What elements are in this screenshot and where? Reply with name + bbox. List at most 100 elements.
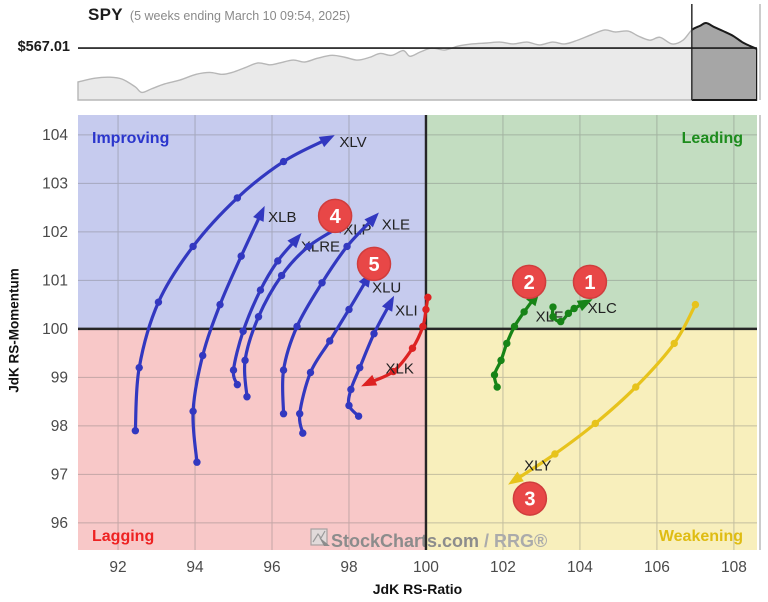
trail-XLRE[interactable]: XLRE bbox=[229, 232, 340, 389]
trail-point-XLY[interactable] bbox=[551, 450, 559, 458]
trail-point-XLF[interactable] bbox=[510, 322, 519, 331]
trail-point-XLV[interactable] bbox=[154, 298, 163, 306]
trail-point-XLU[interactable] bbox=[299, 429, 307, 437]
trail-point-XLP[interactable] bbox=[254, 313, 263, 321]
trail-point-XLRE[interactable] bbox=[229, 366, 238, 374]
trail-point-XLV[interactable] bbox=[279, 157, 288, 166]
quadrant-label-lagging: Lagging bbox=[92, 528, 154, 545]
annotation-badge-5: 5 bbox=[356, 246, 392, 282]
trail-point-XLB[interactable] bbox=[237, 252, 245, 260]
trail-point-XLF[interactable] bbox=[497, 356, 505, 365]
trail-point-XLC[interactable] bbox=[570, 304, 578, 313]
label-XLY[interactable]: XLY bbox=[524, 457, 551, 474]
trail-XLB[interactable]: XLB bbox=[189, 205, 297, 466]
trail-point-XLC[interactable] bbox=[549, 303, 557, 311]
trail-arrowhead-XLB[interactable] bbox=[253, 205, 265, 222]
x-tick-108: 108 bbox=[721, 559, 747, 576]
trail-point-XLRE[interactable] bbox=[233, 380, 242, 389]
trail-point-XLF[interactable] bbox=[520, 308, 528, 316]
trail-line-XLY[interactable] bbox=[514, 303, 698, 481]
trail-point-XLY[interactable] bbox=[670, 339, 678, 348]
trail-point-XLF[interactable] bbox=[490, 371, 499, 379]
trail-point-XLU[interactable] bbox=[296, 410, 304, 418]
trail-point-XLE[interactable] bbox=[318, 279, 326, 287]
trail-point-XLY[interactable] bbox=[691, 300, 700, 309]
trail-point-XLU[interactable] bbox=[326, 337, 334, 345]
trail-XLY[interactable]: XLY bbox=[508, 300, 700, 485]
label-XLI[interactable]: XLI bbox=[395, 302, 418, 319]
annotation-badge-2: 2 bbox=[511, 264, 547, 300]
trail-arrowhead-XLY[interactable] bbox=[508, 471, 524, 485]
trail-arrowhead-XLI[interactable] bbox=[381, 295, 395, 312]
trail-point-XLB[interactable] bbox=[216, 300, 224, 309]
trail-point-XLF[interactable] bbox=[503, 339, 511, 348]
annotation-number: 3 bbox=[524, 489, 535, 511]
trail-arrowhead-XLV[interactable] bbox=[318, 135, 335, 148]
trail-point-XLRE[interactable] bbox=[274, 257, 282, 265]
trail-point-XLV[interactable] bbox=[135, 363, 143, 372]
trail-point-XLI[interactable] bbox=[356, 363, 364, 372]
trail-point-XLI[interactable] bbox=[345, 401, 353, 410]
label-XLK[interactable]: XLK bbox=[386, 360, 414, 377]
trail-point-XLY[interactable] bbox=[632, 383, 640, 391]
trail-arrowhead-XLK[interactable] bbox=[361, 374, 378, 387]
trail-point-XLI[interactable] bbox=[370, 330, 378, 338]
trail-point-XLF[interactable] bbox=[493, 383, 501, 391]
trail-point-XLE[interactable] bbox=[343, 242, 351, 251]
trail-point-XLV[interactable] bbox=[189, 242, 197, 251]
trail-arrowhead-XLRE[interactable] bbox=[287, 232, 302, 249]
trail-point-XLV[interactable] bbox=[233, 194, 242, 202]
highlight-window[interactable] bbox=[78, 22, 757, 101]
trail-point-XLU[interactable] bbox=[306, 368, 315, 377]
trail-arrowhead-XLE[interactable] bbox=[364, 212, 379, 228]
trail-point-XLK[interactable] bbox=[422, 305, 430, 314]
trail-point-XLRE[interactable] bbox=[239, 327, 247, 335]
trail-point-XLK[interactable] bbox=[408, 344, 417, 352]
trail-point-XLI[interactable] bbox=[354, 412, 363, 420]
label-XLB[interactable]: XLB bbox=[268, 209, 296, 226]
trail-point-XLRE[interactable] bbox=[256, 286, 265, 294]
trail-point-XLI[interactable] bbox=[347, 385, 355, 394]
trail-point-XLK[interactable] bbox=[424, 293, 432, 302]
trail-point-XLY[interactable] bbox=[591, 419, 600, 428]
trail-point-XLP[interactable] bbox=[243, 393, 251, 401]
trail-point-XLC[interactable] bbox=[556, 317, 565, 326]
trail-point-XLP[interactable] bbox=[241, 356, 249, 365]
trail-point-XLP[interactable] bbox=[304, 242, 313, 251]
label-XLE[interactable]: XLE bbox=[382, 216, 410, 233]
trail-XLK[interactable]: XLK bbox=[361, 293, 432, 387]
trail-XLI[interactable]: XLI bbox=[345, 295, 418, 420]
trail-point-XLE[interactable] bbox=[293, 322, 301, 331]
label-XLRE[interactable]: XLRE bbox=[301, 238, 340, 255]
trail-arrowhead-XLC[interactable] bbox=[576, 299, 593, 312]
chart-subtitle: (5 weeks ending March 10 09:54, 2025) bbox=[129, 9, 351, 23]
trail-line-XLB[interactable] bbox=[191, 213, 263, 464]
trail-point-XLE[interactable] bbox=[279, 366, 288, 374]
trail-point-XLB[interactable] bbox=[199, 351, 207, 360]
label-XLU[interactable]: XLU bbox=[372, 279, 401, 296]
watermark-text: StockCharts.com / RRG® bbox=[331, 531, 547, 551]
trail-point-XLK[interactable] bbox=[419, 322, 427, 331]
y-tick-102: 102 bbox=[42, 224, 68, 241]
annotation-number: 1 bbox=[584, 272, 595, 294]
label-XLC[interactable]: XLC bbox=[588, 300, 617, 317]
trail-point-XLC[interactable] bbox=[549, 313, 557, 321]
label-XLV[interactable]: XLV bbox=[339, 134, 366, 151]
trail-point-XLU[interactable] bbox=[345, 305, 353, 314]
trail-point-XLC[interactable] bbox=[564, 309, 573, 318]
quadrant-label-weakening: Weakening bbox=[659, 528, 743, 545]
trail-point-XLB[interactable] bbox=[189, 407, 197, 416]
annotation-number: 2 bbox=[524, 272, 535, 294]
trail-XLC[interactable]: XLC bbox=[549, 299, 617, 326]
trail-point-XLE[interactable] bbox=[279, 410, 288, 418]
trail-point-XLP[interactable] bbox=[277, 271, 286, 280]
chart-header: SPY (5 weeks ending March 10 09:54, 2025… bbox=[88, 5, 350, 25]
trail-point-XLK[interactable] bbox=[389, 367, 397, 376]
trail-XLP[interactable]: XLP bbox=[241, 220, 372, 401]
trail-XLE[interactable]: XLE bbox=[279, 212, 410, 418]
x-tick-96: 96 bbox=[263, 559, 280, 576]
trail-point-XLB[interactable] bbox=[193, 458, 201, 466]
trail-point-XLV[interactable] bbox=[131, 427, 140, 435]
trail-XLV[interactable]: XLV bbox=[131, 134, 367, 435]
